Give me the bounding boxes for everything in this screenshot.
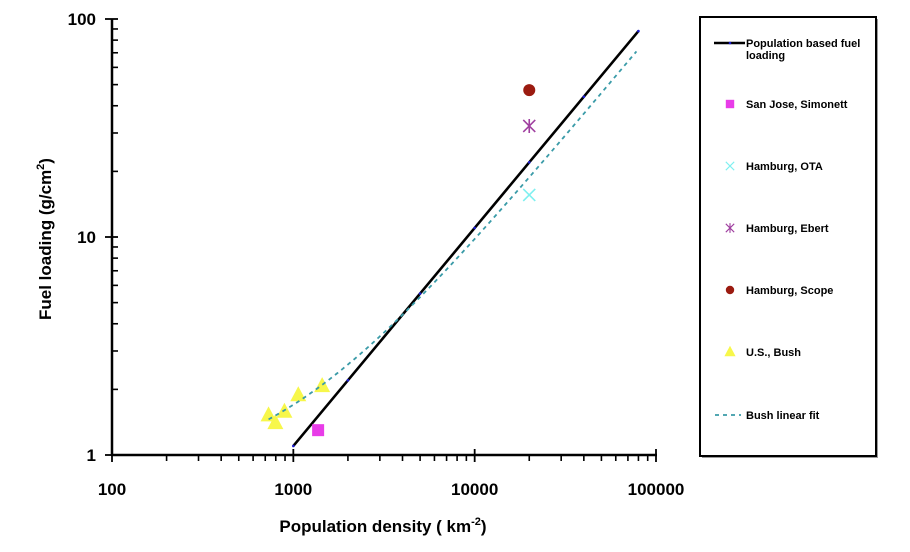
- line-data-point: [637, 29, 640, 33]
- legend-box: [699, 16, 877, 457]
- x-tick-label: 100: [98, 480, 126, 499]
- legend-label: Hamburg, Scope: [746, 285, 833, 297]
- y-axis-ticks: 1 10 100: [68, 10, 118, 465]
- square-marker: [312, 424, 325, 437]
- triangle-marker: [724, 345, 736, 357]
- legend-item: Hamburg, OTA: [725, 161, 823, 173]
- legend-label: Population based fuel: [746, 38, 860, 50]
- series-hamburg-ebert: [522, 118, 536, 133]
- legend-item: Hamburg, Scope: [725, 285, 833, 297]
- data-point: [523, 84, 536, 97]
- series-san-jose-simonett: [312, 424, 325, 437]
- legend-marker: [725, 223, 735, 233]
- legend-line-dot: [728, 41, 732, 45]
- legend-item: U.S., Bush: [724, 345, 801, 359]
- data-point: [290, 386, 307, 402]
- legend-marker-shape: [724, 345, 736, 357]
- series-bush-linear-fit: [268, 50, 638, 421]
- legend-marker-shape: [725, 285, 735, 295]
- y-axis-title: Fuel loading (g/cm2): [35, 158, 55, 320]
- x-marker: [522, 188, 536, 202]
- bush-linear-fit-line: [268, 50, 638, 421]
- legend-item: Hamburg, Ebert: [725, 223, 829, 235]
- x-axis-ticks: 100 1000 10000 100000: [98, 449, 685, 499]
- y-tick-label: 1: [87, 446, 96, 465]
- legend-marker: [725, 99, 735, 109]
- series-hamburg-scope: [523, 84, 536, 97]
- legend-label: San Jose, Simonett: [746, 99, 848, 111]
- x-tick-label: 10000: [451, 480, 498, 499]
- series-population-based-fuel-loading: [292, 29, 640, 448]
- data-point: [312, 424, 325, 437]
- legend-marker: [725, 285, 735, 295]
- legend-marker-shape: [725, 223, 735, 233]
- series-u-s-bush: [260, 377, 331, 430]
- line-data-point: [292, 444, 295, 448]
- data-point: [260, 406, 277, 422]
- asterisk-marker: [522, 118, 536, 133]
- legend-label: Hamburg, OTA: [746, 161, 823, 173]
- line-data-point: [346, 379, 350, 382]
- legend-label: Bush linear fit: [746, 410, 820, 422]
- circle-marker: [725, 285, 735, 295]
- triangle-marker: [267, 414, 284, 430]
- y-tick-label: 100: [68, 10, 96, 29]
- y-tick-label: 10: [77, 228, 96, 247]
- triangle-marker: [290, 386, 307, 402]
- x-tick-label: 1000: [274, 480, 312, 499]
- data-point: [267, 414, 284, 430]
- legend-label: loading: [746, 50, 785, 62]
- legend-marker-shape: [725, 99, 735, 109]
- triangle-marker: [260, 406, 277, 422]
- line-data-point: [418, 292, 422, 295]
- data-point: [522, 188, 536, 202]
- legend-label: Hamburg, Ebert: [746, 223, 829, 235]
- legend-marker: [725, 161, 735, 171]
- line-data-point: [582, 95, 586, 99]
- circle-marker: [523, 84, 536, 97]
- x-axis-title: Population density ( km-2): [279, 516, 486, 536]
- square-marker: [725, 99, 735, 109]
- legend-marker-shape: [725, 161, 735, 171]
- legend-item: San Jose, Simonett: [725, 99, 848, 111]
- x-marker: [725, 161, 735, 171]
- line-data-point: [527, 161, 531, 164]
- data-point: [522, 118, 536, 133]
- fuel-loading-line: [292, 30, 640, 447]
- asterisk-marker: [725, 223, 735, 233]
- legend-label: U.S., Bush: [746, 347, 801, 359]
- legend-item: Bush linear fit: [715, 410, 820, 422]
- axes: [110, 19, 657, 457]
- x-tick-label: 100000: [628, 480, 685, 499]
- line-data-point: [473, 226, 476, 230]
- plot-area: [260, 29, 640, 448]
- legend-marker: [724, 345, 736, 357]
- series-hamburg-ota: [522, 188, 536, 202]
